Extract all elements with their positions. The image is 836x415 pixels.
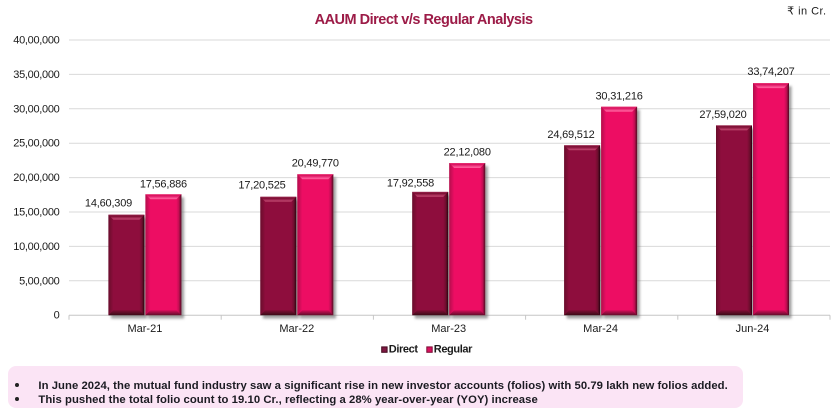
svg-text:33,74,207: 33,74,207 (747, 66, 794, 78)
svg-text:Mar-21: Mar-21 (127, 323, 162, 335)
svg-text:22,12,080: 22,12,080 (444, 147, 491, 159)
svg-text:20,00,000: 20,00,000 (13, 172, 59, 184)
svg-text:Jun-24: Jun-24 (736, 323, 770, 335)
svg-text:27,59,020: 27,59,020 (699, 109, 746, 121)
svg-text:14,60,309: 14,60,309 (85, 198, 132, 210)
svg-text:Mar-22: Mar-22 (279, 323, 314, 335)
svg-text:Mar-23: Mar-23 (431, 323, 466, 335)
svg-text:Regular: Regular (434, 344, 473, 356)
svg-text:20,49,770: 20,49,770 (292, 158, 339, 170)
svg-text:15,00,000: 15,00,000 (13, 207, 59, 219)
svg-text:17,20,525: 17,20,525 (238, 180, 285, 192)
svg-text:Direct: Direct (389, 344, 419, 356)
svg-text:40,00,000: 40,00,000 (13, 35, 59, 47)
svg-text:5,00,000: 5,00,000 (19, 275, 60, 287)
svg-text:30,00,000: 30,00,000 (13, 103, 59, 115)
svg-text:35,00,000: 35,00,000 (13, 69, 59, 81)
svg-text:25,00,000: 25,00,000 (13, 138, 59, 150)
svg-text:Mar-24: Mar-24 (583, 323, 618, 335)
svg-text:17,92,558: 17,92,558 (387, 177, 434, 189)
svg-text:0: 0 (54, 310, 60, 322)
svg-text:17,56,886: 17,56,886 (140, 178, 187, 190)
svg-text:10,00,000: 10,00,000 (13, 241, 59, 253)
svg-text:24,69,512: 24,69,512 (547, 129, 594, 141)
svg-text:₹ in Cr.: ₹ in Cr. (787, 6, 826, 18)
svg-text:30,31,216: 30,31,216 (596, 90, 643, 102)
svg-text:AAUM Direct v/s Regular Analys: AAUM Direct v/s Regular Analysis (315, 12, 533, 28)
